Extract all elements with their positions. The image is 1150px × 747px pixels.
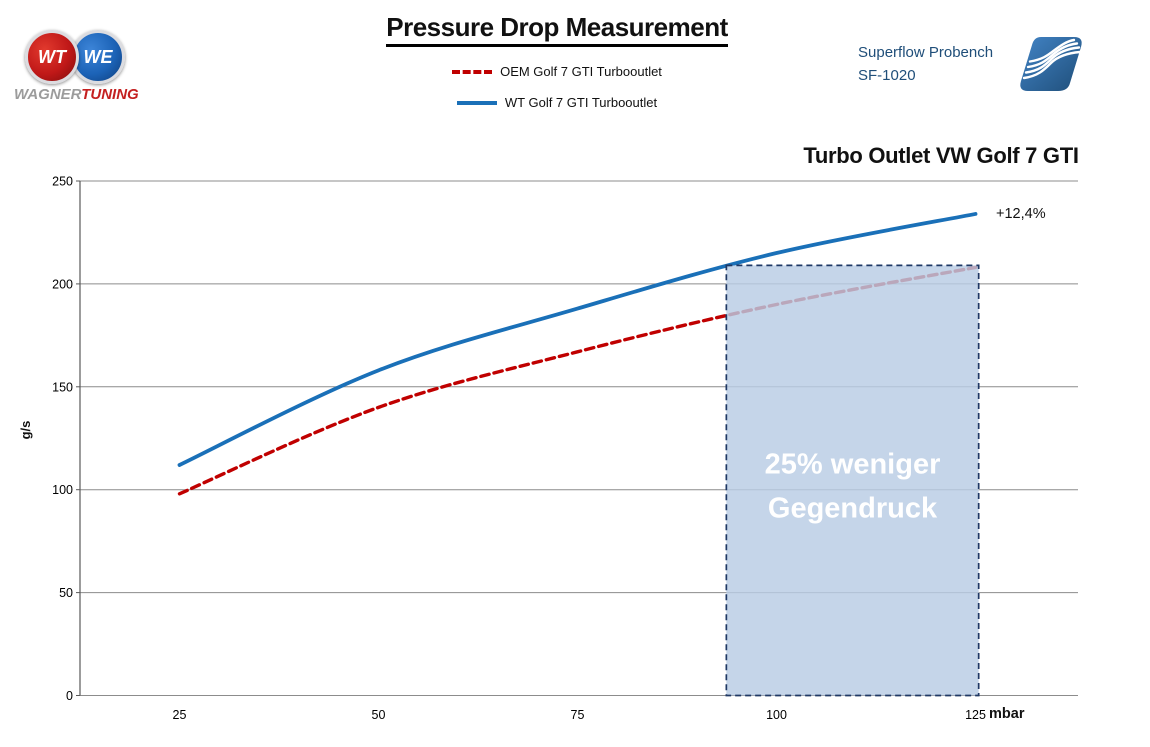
region-label-line1: 25% weniger — [765, 449, 941, 481]
y-tick-label-250: 250 — [52, 175, 73, 189]
highlight-region — [725, 264, 980, 697]
y-tick-label-0: 0 — [66, 689, 73, 703]
x-tick-label-25: 25 — [173, 708, 187, 722]
page-title: Pressure Drop Measurement — [386, 12, 728, 47]
y-tick-label-50: 50 — [59, 586, 73, 600]
logo-badges: WT WE — [14, 30, 136, 84]
chart-title: Turbo Outlet VW Golf 7 GTI — [803, 143, 1078, 168]
x-tick-label-100: 100 — [766, 708, 787, 722]
superflow-logo-icon — [1016, 34, 1086, 99]
brand-wordmark: WAGNERTUNING — [14, 86, 139, 103]
x-tick-label-75: 75 — [571, 708, 585, 722]
brand-wagner: WAGNER — [14, 86, 82, 103]
y-tick-label-100: 100 — [52, 483, 73, 497]
superflow-caption: Superflow Probench SF-1020 — [858, 42, 993, 87]
legend-item-wt: WT Golf 7 GTI Turbooutlet — [0, 95, 1114, 110]
brand-tuning: TUNING — [81, 86, 139, 103]
wt-badge-icon: WT — [25, 30, 79, 84]
y-axis-unit-label: g/s — [18, 421, 33, 440]
region-label-line2: Gegendruck — [768, 493, 938, 525]
legend-label-oem: OEM Golf 7 GTI Turbooutlet — [500, 64, 662, 79]
y-tick-label-200: 200 — [52, 277, 73, 291]
x-axis-unit-label: mbar — [989, 706, 1025, 722]
x-tick-label-50: 50 — [372, 708, 386, 722]
main-title-wrap: Pressure Drop Measurement — [0, 12, 1114, 47]
gain-annotation: +12,4% — [996, 206, 1046, 222]
legend-dashed-line-sample — [452, 69, 493, 74]
legend-item-oem: OEM Golf 7 GTI Turbooutlet — [0, 64, 1114, 79]
superflow-line1: Superflow Probench — [858, 44, 994, 61]
x-tick-label-125: 125 — [965, 708, 986, 722]
wagner-tuning-logo: WT WE WAGNERTUNING — [14, 30, 139, 103]
legend-solid-line-sample — [456, 100, 497, 105]
superflow-line2: SF-1020 — [858, 66, 916, 84]
y-tick-label-150: 150 — [52, 380, 73, 394]
legend-label-wt: WT Golf 7 GTI Turbooutlet — [504, 95, 658, 110]
series-line-wt — [177, 212, 978, 467]
